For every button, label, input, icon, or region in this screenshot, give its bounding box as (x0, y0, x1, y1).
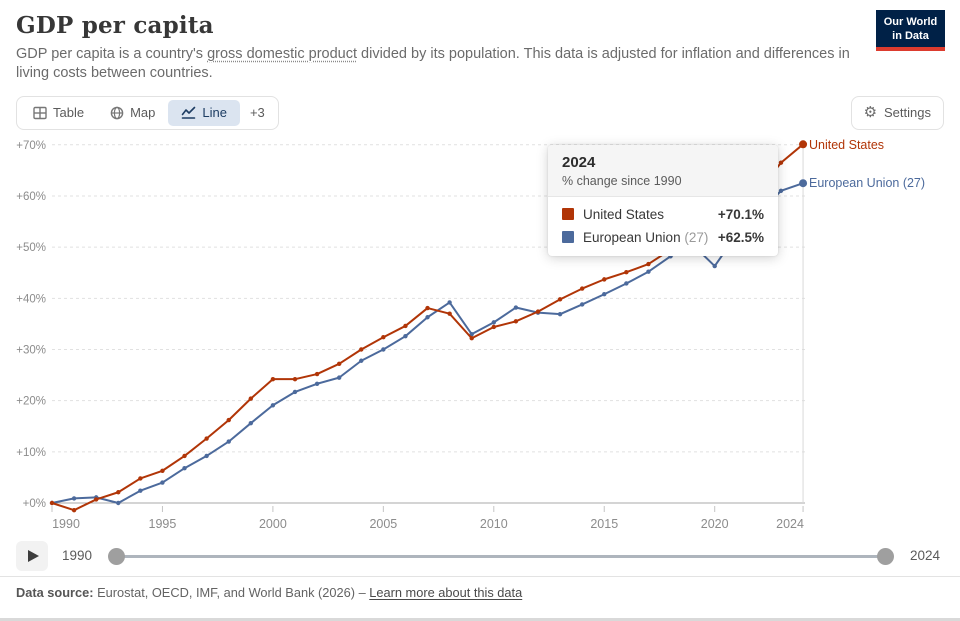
gear-icon: ⚙ (863, 104, 878, 122)
chart-header: GDP per capita GDP per capita is a count… (0, 0, 960, 84)
svg-text:1990: 1990 (52, 517, 80, 531)
tooltip-eu-value: +62.5% (717, 229, 764, 245)
series-label-united-states[interactable]: United States (809, 137, 885, 152)
tooltip-body: United States +70.1% European Union (27)… (548, 197, 778, 256)
tab-line[interactable]: Line (168, 99, 240, 126)
owid-logo-line1: Our World (883, 16, 938, 28)
timeline-slider[interactable] (108, 541, 894, 571)
play-button[interactable] (16, 540, 48, 571)
svg-text:2005: 2005 (369, 517, 397, 531)
tooltip-us-name: United States (583, 206, 665, 222)
tooltip-subtitle: % change since 1990 (562, 173, 682, 188)
timeline-end-handle[interactable] (876, 547, 894, 565)
svg-text:+70%: +70% (16, 139, 46, 151)
play-icon (27, 549, 39, 562)
svg-text:1995: 1995 (149, 517, 177, 531)
series-label-european-union[interactable]: European Union (27) (809, 175, 926, 190)
tab-table-label: Table (53, 105, 85, 121)
gdp-definition-link[interactable]: gross domestic product (207, 46, 357, 62)
tab-line-label: Line (202, 105, 227, 121)
svg-text:+10%: +10% (16, 446, 46, 458)
tooltip-row-united-states: United States +70.1% (562, 207, 764, 222)
subtitle-text: GDP per capita is a country's (16, 46, 208, 62)
tab-more[interactable]: +3 (240, 100, 275, 126)
owid-logo[interactable]: Our World in Data (876, 10, 945, 51)
table-icon (33, 106, 47, 120)
page-title: GDP per capita (16, 12, 214, 39)
svg-text:2024: 2024 (776, 517, 804, 531)
settings-label: Settings (884, 105, 931, 121)
chart-type-tabs: Table Map Line +3 (16, 95, 279, 130)
chart-plot-area[interactable]: +0% +10% +20% +30% +40% +50% +60% +70% 1990 1995 2… (0, 130, 960, 535)
us-color-swatch (562, 208, 574, 221)
settings-button[interactable]: ⚙ Settings (850, 95, 944, 130)
subtitle-text-2: divided by its population. This data is … (16, 46, 850, 82)
data-source-text: Eurostat, OECD, IMF, and World Bank (202… (93, 584, 370, 600)
tab-more-label: +3 (249, 105, 265, 121)
svg-text:2010: 2010 (480, 517, 508, 531)
line-chart-canvas[interactable]: +0% +10% +20% +30% +40% +50% +60% +70% 1990 1995 2… (0, 130, 960, 535)
svg-text:+0%: +0% (23, 498, 46, 510)
page-bottom-edge (0, 618, 960, 621)
svg-text:2020: 2020 (701, 517, 729, 531)
tab-table[interactable]: Table (20, 100, 97, 126)
tooltip-row-european-union: European Union (27) +62.5% (562, 230, 764, 245)
svg-text:2015: 2015 (590, 517, 618, 531)
line-chart-icon (181, 106, 196, 120)
svg-text:+30%: +30% (16, 344, 46, 356)
chart-footer: Data source: Eurostat, OECD, IMF, and Wo… (0, 575, 960, 609)
svg-text:2000: 2000 (259, 517, 287, 531)
timeline-start-handle[interactable] (108, 547, 126, 565)
tooltip-eu-name: European Union (27) (583, 229, 709, 245)
globe-icon (110, 106, 124, 120)
hover-tooltip: 2024 % change since 1990 United States +… (548, 144, 778, 256)
timeline-start-year: 1990 (62, 548, 93, 564)
svg-text:+60%: +60% (16, 191, 46, 203)
controls-row: Table Map Line +3 ⚙ Settings (0, 95, 960, 130)
data-source-label: Data source: (16, 584, 94, 600)
tooltip-header: 2024 % change since 1990 (548, 144, 778, 197)
svg-text:+20%: +20% (16, 395, 46, 407)
svg-text:+40%: +40% (16, 293, 46, 305)
timeline-control: 1990 2024 (0, 538, 960, 574)
tab-map[interactable]: Map (97, 100, 168, 126)
learn-more-link[interactable]: Learn more about this data (369, 584, 523, 600)
owid-logo-line2: in Data (892, 30, 929, 43)
tab-map-label: Map (130, 105, 156, 121)
chart-subtitle: GDP per capita is a country's gross dome… (16, 45, 872, 84)
timeline-end-year: 2024 (909, 548, 940, 564)
svg-text:+50%: +50% (16, 242, 46, 254)
eu-color-swatch (562, 231, 574, 244)
timeline-track[interactable] (117, 554, 885, 558)
tooltip-us-value: +70.1% (717, 206, 764, 222)
tooltip-year: 2024 (562, 153, 596, 171)
